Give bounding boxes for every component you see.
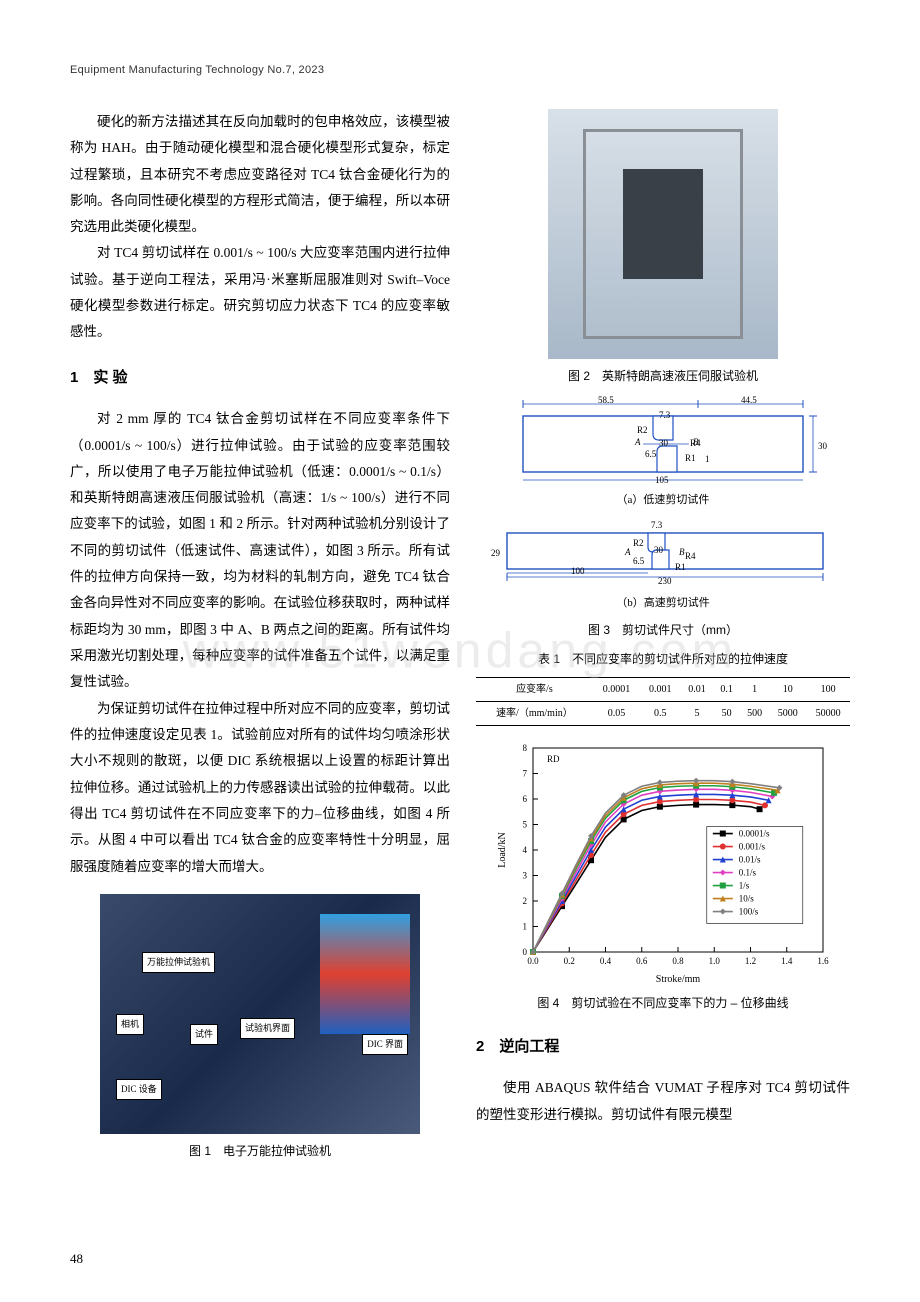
dim-label: 58.5 <box>598 392 614 409</box>
dim-label: B <box>679 544 685 561</box>
svg-text:0.6: 0.6 <box>636 956 648 966</box>
svg-text:2: 2 <box>523 896 528 906</box>
table-cell: 0.5 <box>640 702 680 726</box>
figure-3a-subcaption: （a）低速剪切试件 <box>476 490 850 511</box>
svg-text:7: 7 <box>523 769 528 779</box>
dim-label: 30 <box>654 542 663 559</box>
paragraph: 对 TC4 剪切试样在 0.001/s ~ 100/s 大应变率范围内进行拉伸试… <box>70 240 450 345</box>
dim-label: B <box>693 434 699 451</box>
svg-text:Load/kN: Load/kN <box>497 832 508 868</box>
svg-text:0.0: 0.0 <box>527 956 539 966</box>
svg-text:1.4: 1.4 <box>781 956 793 966</box>
dim-label: 44.5 <box>741 392 757 409</box>
figure-4-chart: 0.0 0.2 0.4 0.6 0.8 1.0 1.2 1.4 1.6 0 1 2 3 4 5 6 7 8 Stro… <box>493 736 833 986</box>
table-cell: 50 <box>714 702 740 726</box>
svg-text:0.001/s: 0.001/s <box>739 842 766 852</box>
dim-label: 7.3 <box>659 407 670 424</box>
dim-label: 1 <box>705 451 710 468</box>
svg-text:0.4: 0.4 <box>600 956 612 966</box>
figure-3b-diagram: 7.3 29 R2 R1 R4 A B 30 6.5 100 230 <box>493 517 833 587</box>
section-title-2: 2 逆向工程 <box>476 1033 850 1062</box>
two-column-layout: 硬化的新方法描述其在反向加载时的包申格效应，该模型被称为 HAH。由于随动硬化模… <box>70 109 850 1169</box>
table-cell: 500 <box>740 702 770 726</box>
right-column: 图 2 英斯特朗高速液压伺服试验机 58.5 <box>476 109 850 1169</box>
table-1: 应变率/s 0.0001 0.001 0.01 0.1 1 10 100 速率/… <box>476 677 850 726</box>
svg-text:100/s: 100/s <box>739 907 759 917</box>
dim-label: 105 <box>655 472 669 489</box>
running-header: Equipment Manufacturing Technology No.7,… <box>70 60 850 81</box>
table-cell: 0.1 <box>714 678 740 702</box>
table-row: 速率/（mm/min） 0.05 0.5 5 50 500 5000 50000 <box>476 702 850 726</box>
svg-text:0: 0 <box>523 947 528 957</box>
svg-text:Stroke/mm: Stroke/mm <box>656 974 701 985</box>
svg-text:10/s: 10/s <box>739 894 755 904</box>
table-cell: 0.0001 <box>593 678 640 702</box>
figure-2-caption: 图 2 英斯特朗高速液压伺服试验机 <box>476 365 850 388</box>
dim-label: 30 <box>818 438 827 455</box>
dim-label: 100 <box>571 563 585 580</box>
figure-1-caption: 图 1 电子万能拉伸试验机 <box>70 1140 450 1163</box>
paragraph: 硬化的新方法描述其在反向加载时的包申格效应，该模型被称为 HAH。由于随动硬化模… <box>70 109 450 241</box>
figure-2-photo <box>548 109 778 359</box>
svg-text:0.1/s: 0.1/s <box>739 868 757 878</box>
photo-label: 试件 <box>190 1024 218 1045</box>
dim-label: 6.5 <box>633 553 644 570</box>
svg-text:1/s: 1/s <box>739 881 750 891</box>
dim-label: R1 <box>685 450 696 467</box>
section-title-1: 1 实 验 <box>70 364 450 393</box>
paragraph: 对 2 mm 厚的 TC4 钛合金剪切试样在不同应变率条件下（0.0001/s … <box>70 406 450 695</box>
svg-text:4: 4 <box>523 845 528 855</box>
dim-label: 30 <box>659 435 668 452</box>
dim-label: R2 <box>633 535 644 552</box>
table-cell: 0.001 <box>640 678 680 702</box>
figure-3a-diagram: 58.5 44.5 7.3 30 R2 R1 R4 A B 30 6.5 1 1… <box>503 394 823 484</box>
photo-label: 相机 <box>116 1014 144 1035</box>
table-header-cell: 应变率/s <box>476 678 593 702</box>
table-cell: 0.05 <box>593 702 640 726</box>
table-cell: 1 <box>740 678 770 702</box>
figure-4-caption: 图 4 剪切试验在不同应变率下的力 – 位移曲线 <box>476 992 850 1015</box>
svg-text:1.2: 1.2 <box>745 956 756 966</box>
table-cell: 100 <box>806 678 850 702</box>
dim-label: 7.3 <box>651 517 662 534</box>
dim-label: A <box>635 434 641 451</box>
photo-label: 试验机界面 <box>240 1018 295 1039</box>
paragraph: 为保证剪切试件在拉伸过程中所对应不同的应变率，剪切试件的拉伸速度设定见表 1。试… <box>70 696 450 880</box>
figure-3-caption: 图 3 剪切试件尺寸（mm） <box>476 619 850 642</box>
svg-text:0.0001/s: 0.0001/s <box>739 829 770 839</box>
dim-label: R4 <box>685 548 696 565</box>
svg-text:1.6: 1.6 <box>817 956 829 966</box>
photo-label: DIC 界面 <box>362 1034 408 1055</box>
svg-text:6: 6 <box>523 794 528 804</box>
dim-label: 29 <box>491 545 500 562</box>
paragraph: 使用 ABAQUS 软件结合 VUMAT 子程序对 TC4 剪切试件的塑性变形进… <box>476 1075 850 1128</box>
table-1-caption: 表 1 不同应变率的剪切试件所对应的拉伸速度 <box>476 648 850 671</box>
svg-text:0.01/s: 0.01/s <box>739 855 761 865</box>
svg-text:0.8: 0.8 <box>672 956 684 966</box>
dim-label: R1 <box>675 559 686 576</box>
svg-text:1.0: 1.0 <box>709 956 721 966</box>
table-cell: 5 <box>680 702 713 726</box>
svg-text:3: 3 <box>523 871 528 881</box>
table-cell: 10 <box>769 678 806 702</box>
svg-text:1: 1 <box>523 922 528 932</box>
figure-1-photo: 万能拉伸试验机 相机 试件 试验机界面 DIC 分析 DIC 界面 DIC 设备 <box>100 894 420 1134</box>
table-cell: 5000 <box>769 702 806 726</box>
dim-label: 6.5 <box>645 446 656 463</box>
figure-3b-subcaption: （b）高速剪切试件 <box>476 593 850 614</box>
table-row: 应变率/s 0.0001 0.001 0.01 0.1 1 10 100 <box>476 678 850 702</box>
svg-text:RD: RD <box>547 754 560 764</box>
photo-label: 万能拉伸试验机 <box>142 952 215 973</box>
table-header-cell: 速率/（mm/min） <box>476 702 593 726</box>
left-column: 硬化的新方法描述其在反向加载时的包申格效应，该模型被称为 HAH。由于随动硬化模… <box>70 109 450 1169</box>
svg-text:0.2: 0.2 <box>564 956 575 966</box>
dim-label: 230 <box>658 573 672 590</box>
page-number: 48 <box>70 1247 83 1272</box>
dim-label: A <box>625 544 631 561</box>
svg-text:5: 5 <box>523 820 528 830</box>
table-cell: 0.01 <box>680 678 713 702</box>
photo-label: DIC 设备 <box>116 1079 162 1100</box>
table-cell: 50000 <box>806 702 850 726</box>
svg-text:8: 8 <box>523 743 528 753</box>
